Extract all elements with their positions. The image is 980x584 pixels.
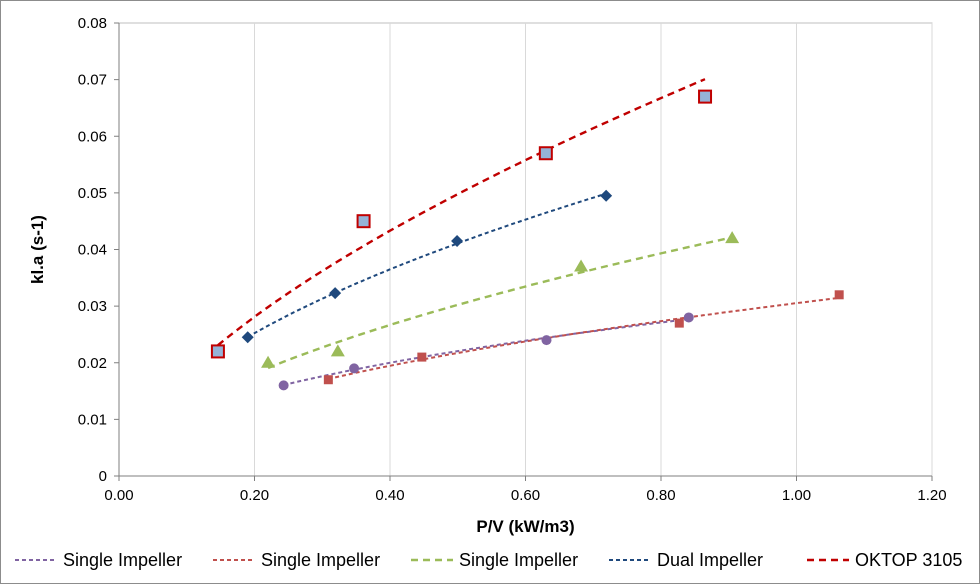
x-tick-label: 0.60 bbox=[511, 487, 540, 504]
data-point-square-outlined bbox=[698, 89, 713, 104]
tick-labels: 0.00 0.20 0.40 0.60 0.80 1.00 1.20 0 0.01 0.02 0.0… bbox=[78, 15, 947, 504]
data-point-square-outlined bbox=[356, 214, 371, 229]
y-tick-label: 0.01 bbox=[78, 411, 107, 428]
data-point-square-outlined bbox=[210, 344, 225, 359]
legend-label: Single Impeller bbox=[459, 550, 578, 570]
data-point-circle bbox=[683, 312, 694, 323]
y-axis-title: kl.a (s-1) bbox=[28, 215, 47, 284]
data-point-square-outlined bbox=[538, 146, 553, 161]
series-5-markers bbox=[210, 89, 713, 359]
series-2-markers bbox=[323, 290, 844, 385]
legend: Single Impeller Single Impeller Single Imp… bbox=[15, 550, 962, 570]
y-tick-label: 0.02 bbox=[78, 355, 107, 372]
legend-label: Single Impeller bbox=[261, 550, 380, 570]
trendline-series-4 bbox=[247, 192, 607, 338]
data-point-diamond bbox=[600, 189, 613, 202]
trendline-series-5 bbox=[217, 78, 706, 347]
x-tick-label: 1.20 bbox=[917, 487, 946, 504]
series-4-markers bbox=[241, 189, 613, 344]
data-point-diamond bbox=[329, 287, 342, 300]
data-point-circle bbox=[349, 363, 360, 374]
axes bbox=[114, 22, 933, 481]
legend-label: Dual Impeller bbox=[657, 550, 763, 570]
data-point-triangle bbox=[330, 344, 345, 357]
data-point-triangle bbox=[574, 259, 589, 272]
x-tick-label: 0.00 bbox=[104, 487, 133, 504]
trendline-series-2 bbox=[328, 296, 840, 380]
data-markers bbox=[210, 89, 844, 391]
y-tick-label: 0.06 bbox=[78, 128, 107, 145]
x-axis-title: P/V (kW/m3) bbox=[476, 517, 574, 536]
y-tick-label: 0.08 bbox=[78, 15, 107, 32]
data-point-circle bbox=[278, 380, 289, 391]
x-tick-label: 0.40 bbox=[375, 487, 404, 504]
y-tick-label: 0.04 bbox=[78, 242, 107, 259]
trendline-series-3 bbox=[267, 236, 733, 370]
data-point-triangle bbox=[725, 231, 740, 244]
data-point-triangle bbox=[261, 355, 276, 368]
data-point-diamond bbox=[241, 331, 254, 344]
data-point-square bbox=[834, 290, 844, 300]
trendlines bbox=[217, 78, 840, 386]
trendline-series-1 bbox=[283, 318, 689, 386]
y-tick-label: 0.05 bbox=[78, 185, 107, 202]
y-tick-label: 0.07 bbox=[78, 72, 107, 89]
x-tick-label: 0.80 bbox=[646, 487, 675, 504]
x-tick-label: 1.00 bbox=[782, 487, 811, 504]
x-tick-label: 0.20 bbox=[240, 487, 269, 504]
legend-label: OKTOP 3105 bbox=[855, 550, 962, 570]
series-3-markers bbox=[261, 231, 740, 368]
data-point-square bbox=[323, 375, 333, 385]
data-point-square bbox=[417, 352, 427, 362]
series-1-markers bbox=[278, 312, 694, 391]
data-point-square bbox=[674, 318, 684, 328]
y-tick-label: 0.03 bbox=[78, 298, 107, 315]
data-point-diamond bbox=[451, 235, 464, 248]
legend-label: Single Impeller bbox=[63, 550, 182, 570]
y-tick-label: 0 bbox=[99, 468, 107, 485]
data-point-circle bbox=[541, 335, 552, 346]
gridlines bbox=[254, 23, 933, 476]
